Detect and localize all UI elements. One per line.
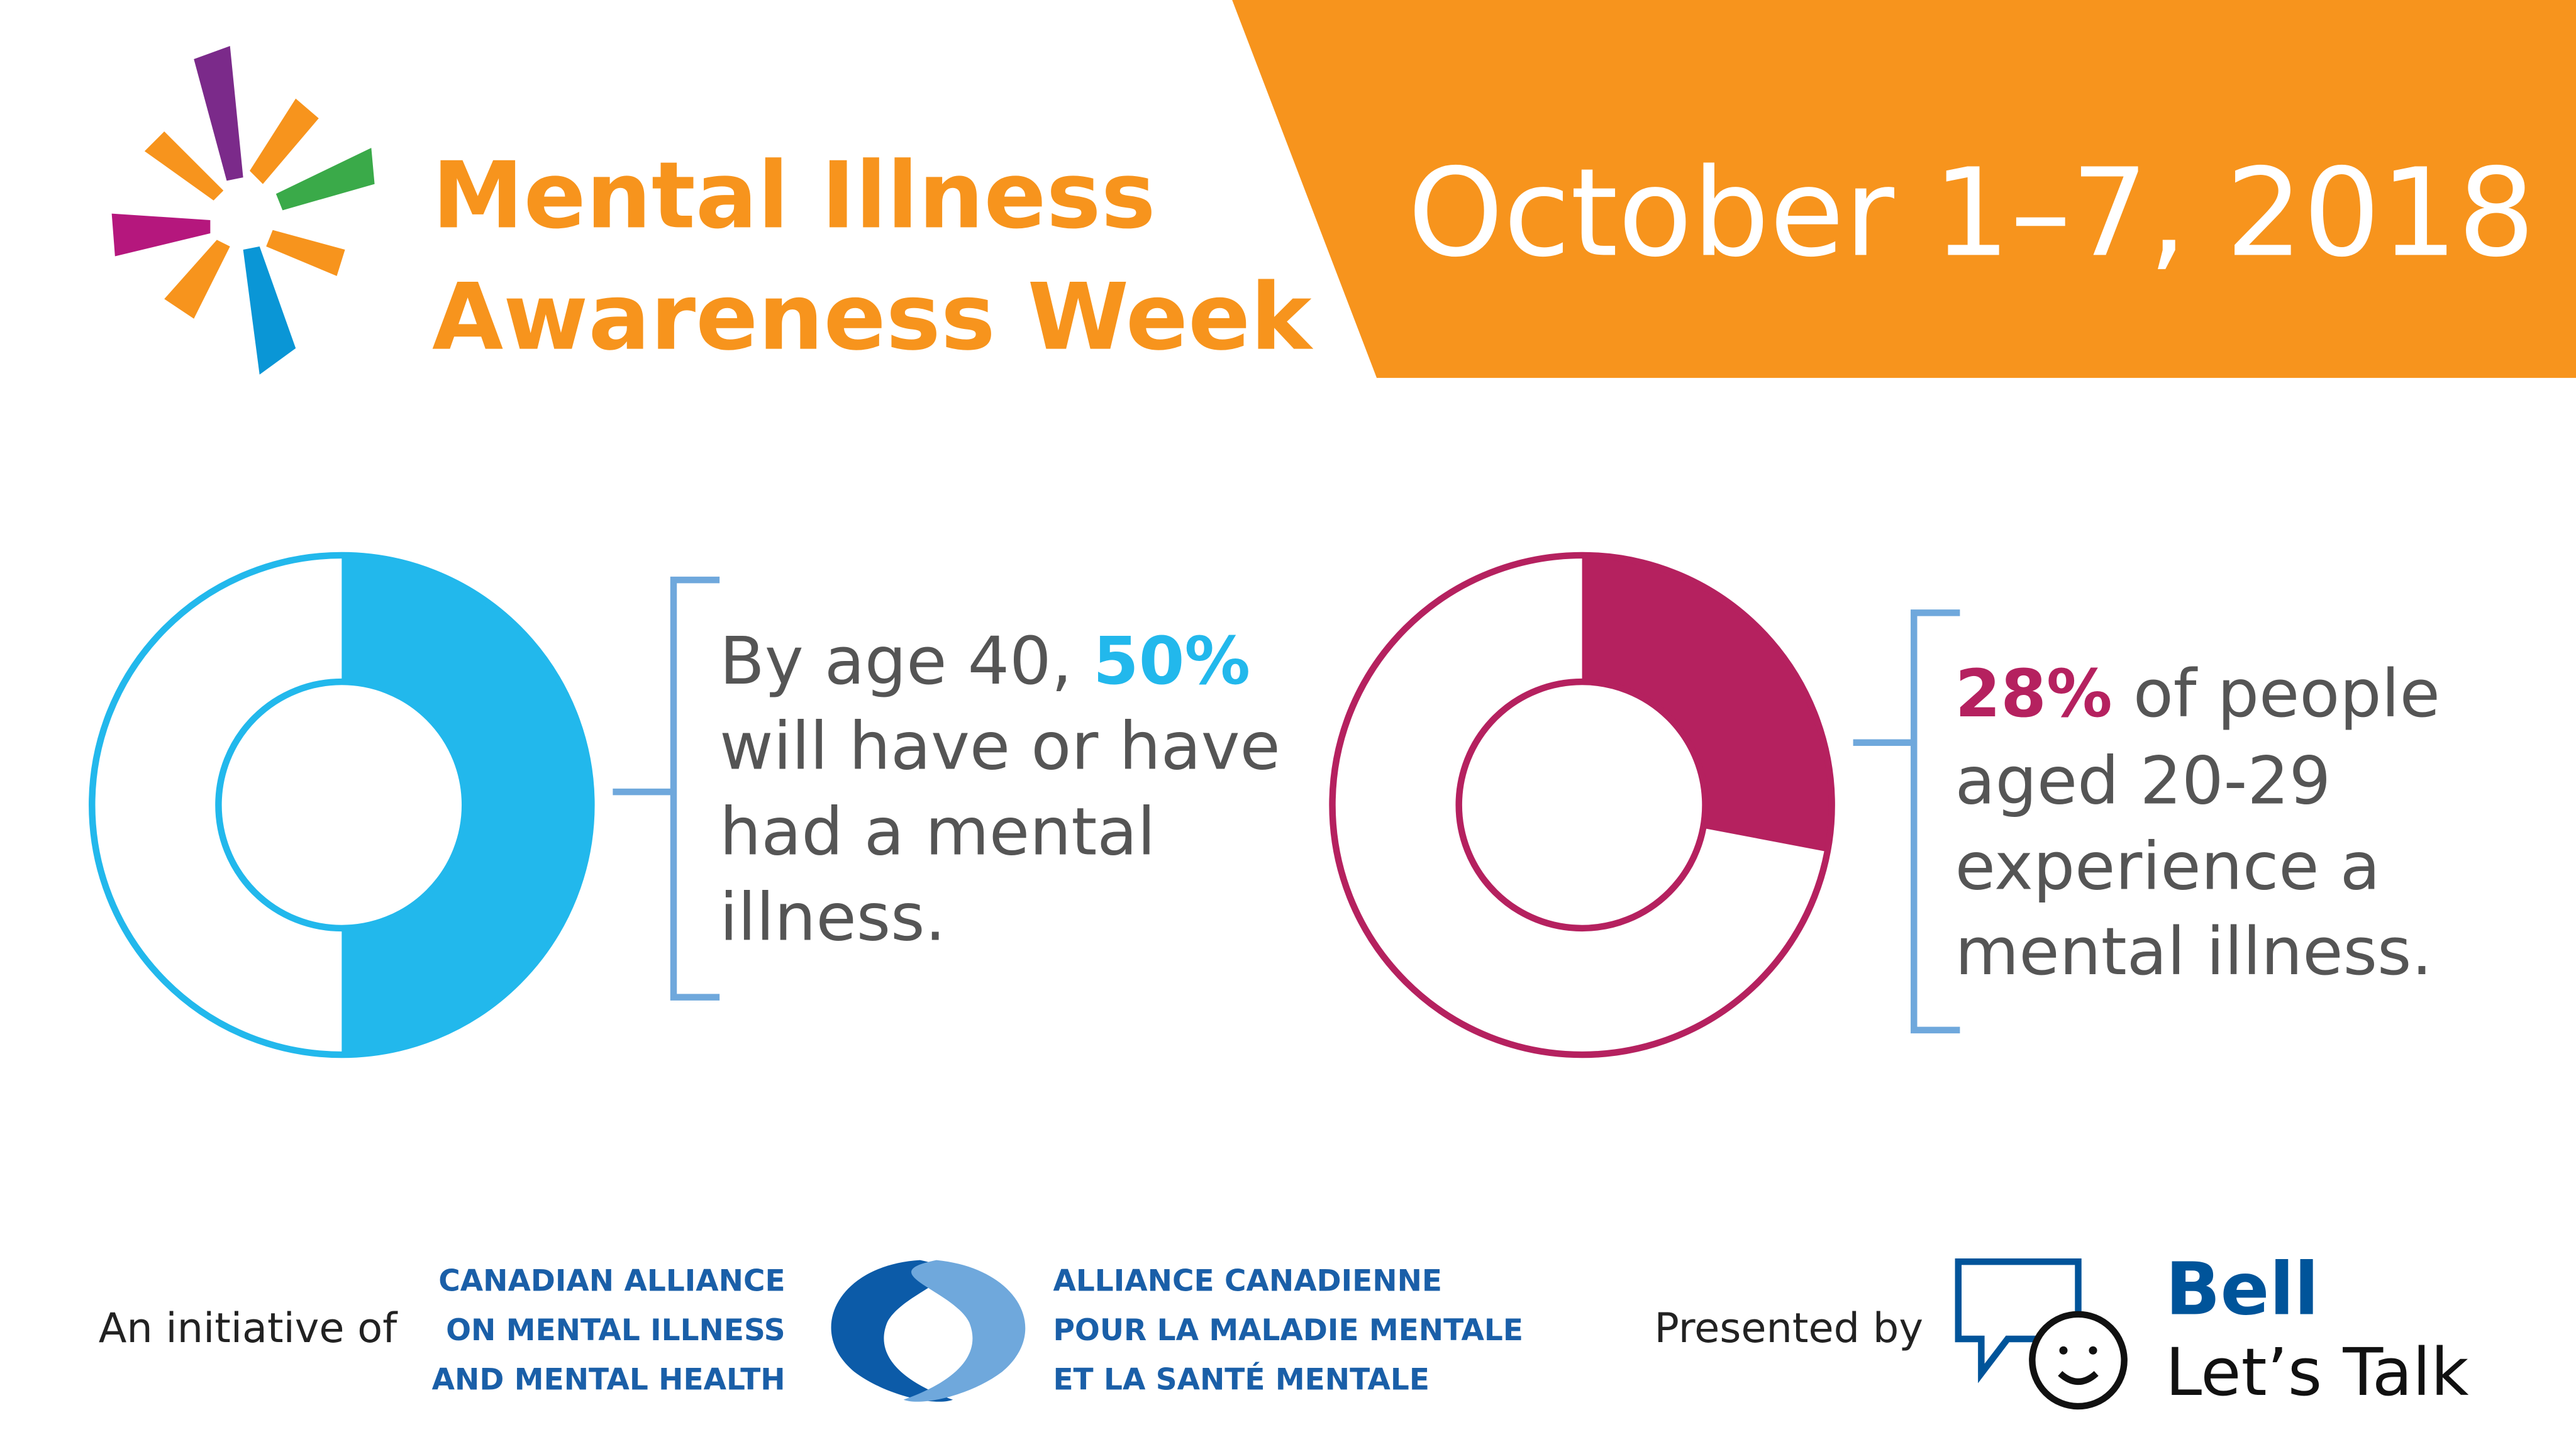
stat-text-part: of people bbox=[2133, 655, 2440, 732]
donut-segment bbox=[1582, 555, 1832, 852]
donut-outline bbox=[89, 552, 595, 1058]
brand: Bell bbox=[2165, 1248, 2319, 1332]
stat-text: had a mental bbox=[719, 793, 1155, 870]
bell-icon bbox=[1955, 1258, 2128, 1410]
org-logo bbox=[831, 1260, 1026, 1402]
stat-text: mental illness. bbox=[1955, 913, 2433, 990]
title-line: Mental Illness bbox=[432, 142, 1156, 249]
stat-text: experience a bbox=[1955, 828, 2380, 904]
bracket bbox=[613, 576, 1960, 1034]
stat-value: 28% bbox=[1955, 655, 2112, 732]
stat-text: By age 40, 50% bbox=[719, 623, 1250, 699]
burst-logo bbox=[111, 46, 375, 375]
org-name: ON MENTAL ILLNESS bbox=[446, 1313, 786, 1348]
brand-sub: Let’s Talk bbox=[2165, 1334, 2469, 1411]
event-date: October 1–7, 2018 bbox=[1407, 142, 2534, 284]
org-name: ALLIANCE CANADIENNE bbox=[1053, 1264, 1442, 1299]
stat-text-part: By age 40, bbox=[719, 623, 1072, 699]
stat-text: will have or have bbox=[719, 708, 1280, 785]
stat-text: illness. bbox=[719, 879, 946, 955]
stat-value: 50% bbox=[1093, 623, 1250, 699]
donut-hole bbox=[1455, 678, 1709, 932]
donut-outline bbox=[1329, 552, 1835, 1058]
initiative-label: An initiative of bbox=[99, 1304, 398, 1352]
org-name: POUR LA MALADIE MENTALE bbox=[1053, 1313, 1523, 1348]
donut-hole bbox=[215, 678, 469, 932]
org-name: AND MENTAL HEALTH bbox=[432, 1362, 786, 1397]
stat-text: aged 20-29 bbox=[1955, 742, 2331, 819]
header-banner bbox=[1232, 0, 2576, 378]
stat-text: 28% of people bbox=[1955, 655, 2440, 732]
presented-label: Presented by bbox=[1655, 1304, 1923, 1352]
title-line: Awareness Week bbox=[432, 264, 1314, 371]
org-name: CANADIAN ALLIANCE bbox=[438, 1264, 785, 1299]
org-name: ET LA SANTÉ MENTALE bbox=[1053, 1362, 1430, 1397]
